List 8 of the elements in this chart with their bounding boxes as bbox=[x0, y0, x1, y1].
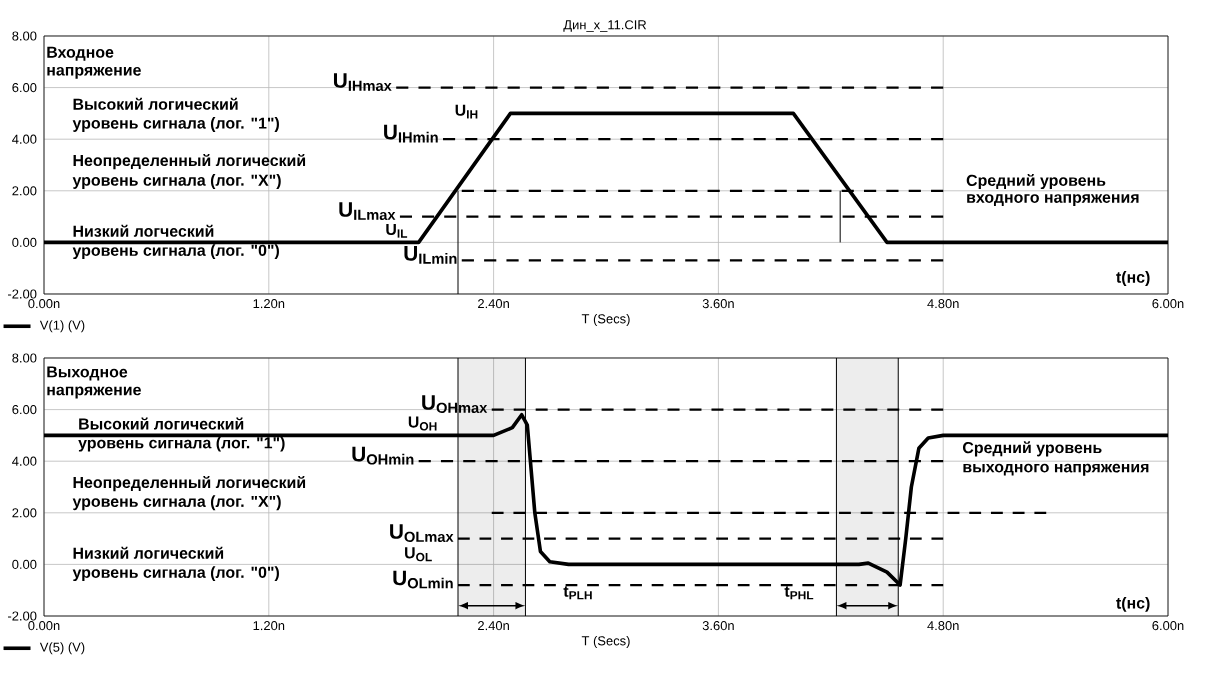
series-label: U$_{OHmin}$ bbox=[352, 446, 414, 465]
series-label: U$_{OHmax}$ bbox=[422, 395, 488, 414]
series-label: U$_{ILmax}$ bbox=[339, 202, 396, 221]
series-label: U$_{IHmin}$ bbox=[384, 124, 438, 143]
series-label: U$_{OLmin}$ bbox=[393, 570, 453, 589]
series-label: U$_{OLmax}$ bbox=[390, 524, 454, 543]
series-label: U$_{ILmin}$ bbox=[404, 246, 457, 264]
series-label: U$_{IHmax}$ bbox=[333, 73, 392, 92]
